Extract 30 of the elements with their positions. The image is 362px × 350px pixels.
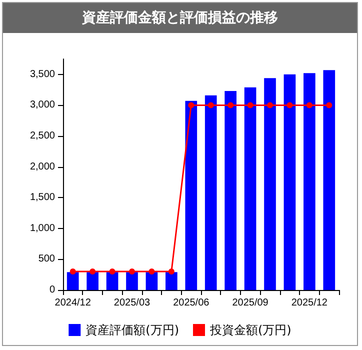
bar [106, 272, 118, 290]
chart-title: 資産評価金額と評価損益の推移 [3, 3, 357, 33]
y-tick-label: 3,000 [30, 100, 56, 111]
bar [284, 74, 296, 290]
x-tick-label: 2025/09 [232, 298, 269, 308]
x-tick-label: 2025/12 [291, 298, 328, 308]
bar [126, 272, 138, 290]
x-tick-label: 2025/03 [114, 298, 151, 308]
y-tick-label: 2,500 [30, 130, 56, 142]
bar [264, 78, 276, 290]
bar [86, 272, 98, 290]
y-tick-label: 0 [49, 284, 56, 296]
y-tick-label: 2,000 [30, 161, 56, 172]
bar [304, 73, 316, 290]
bar [204, 95, 217, 290]
legend-label: 資産評価額(万円) [86, 323, 180, 337]
x-tick-label: 2024/12 [54, 298, 92, 308]
bar [323, 70, 336, 290]
bar [146, 272, 158, 290]
bar [185, 100, 198, 290]
bar [66, 272, 79, 290]
y-tick-label: 1,500 [30, 192, 56, 204]
x-tick-label: 2025/06 [173, 298, 210, 308]
y-tick-label: 1,000 [30, 222, 56, 234]
bar [244, 87, 256, 290]
y-tick-label: 3,500 [30, 68, 56, 80]
y-tick-label: 500 [38, 254, 56, 265]
legend-label: 投資金額(万円) [209, 323, 292, 337]
bar [224, 91, 236, 290]
bar [166, 272, 178, 290]
